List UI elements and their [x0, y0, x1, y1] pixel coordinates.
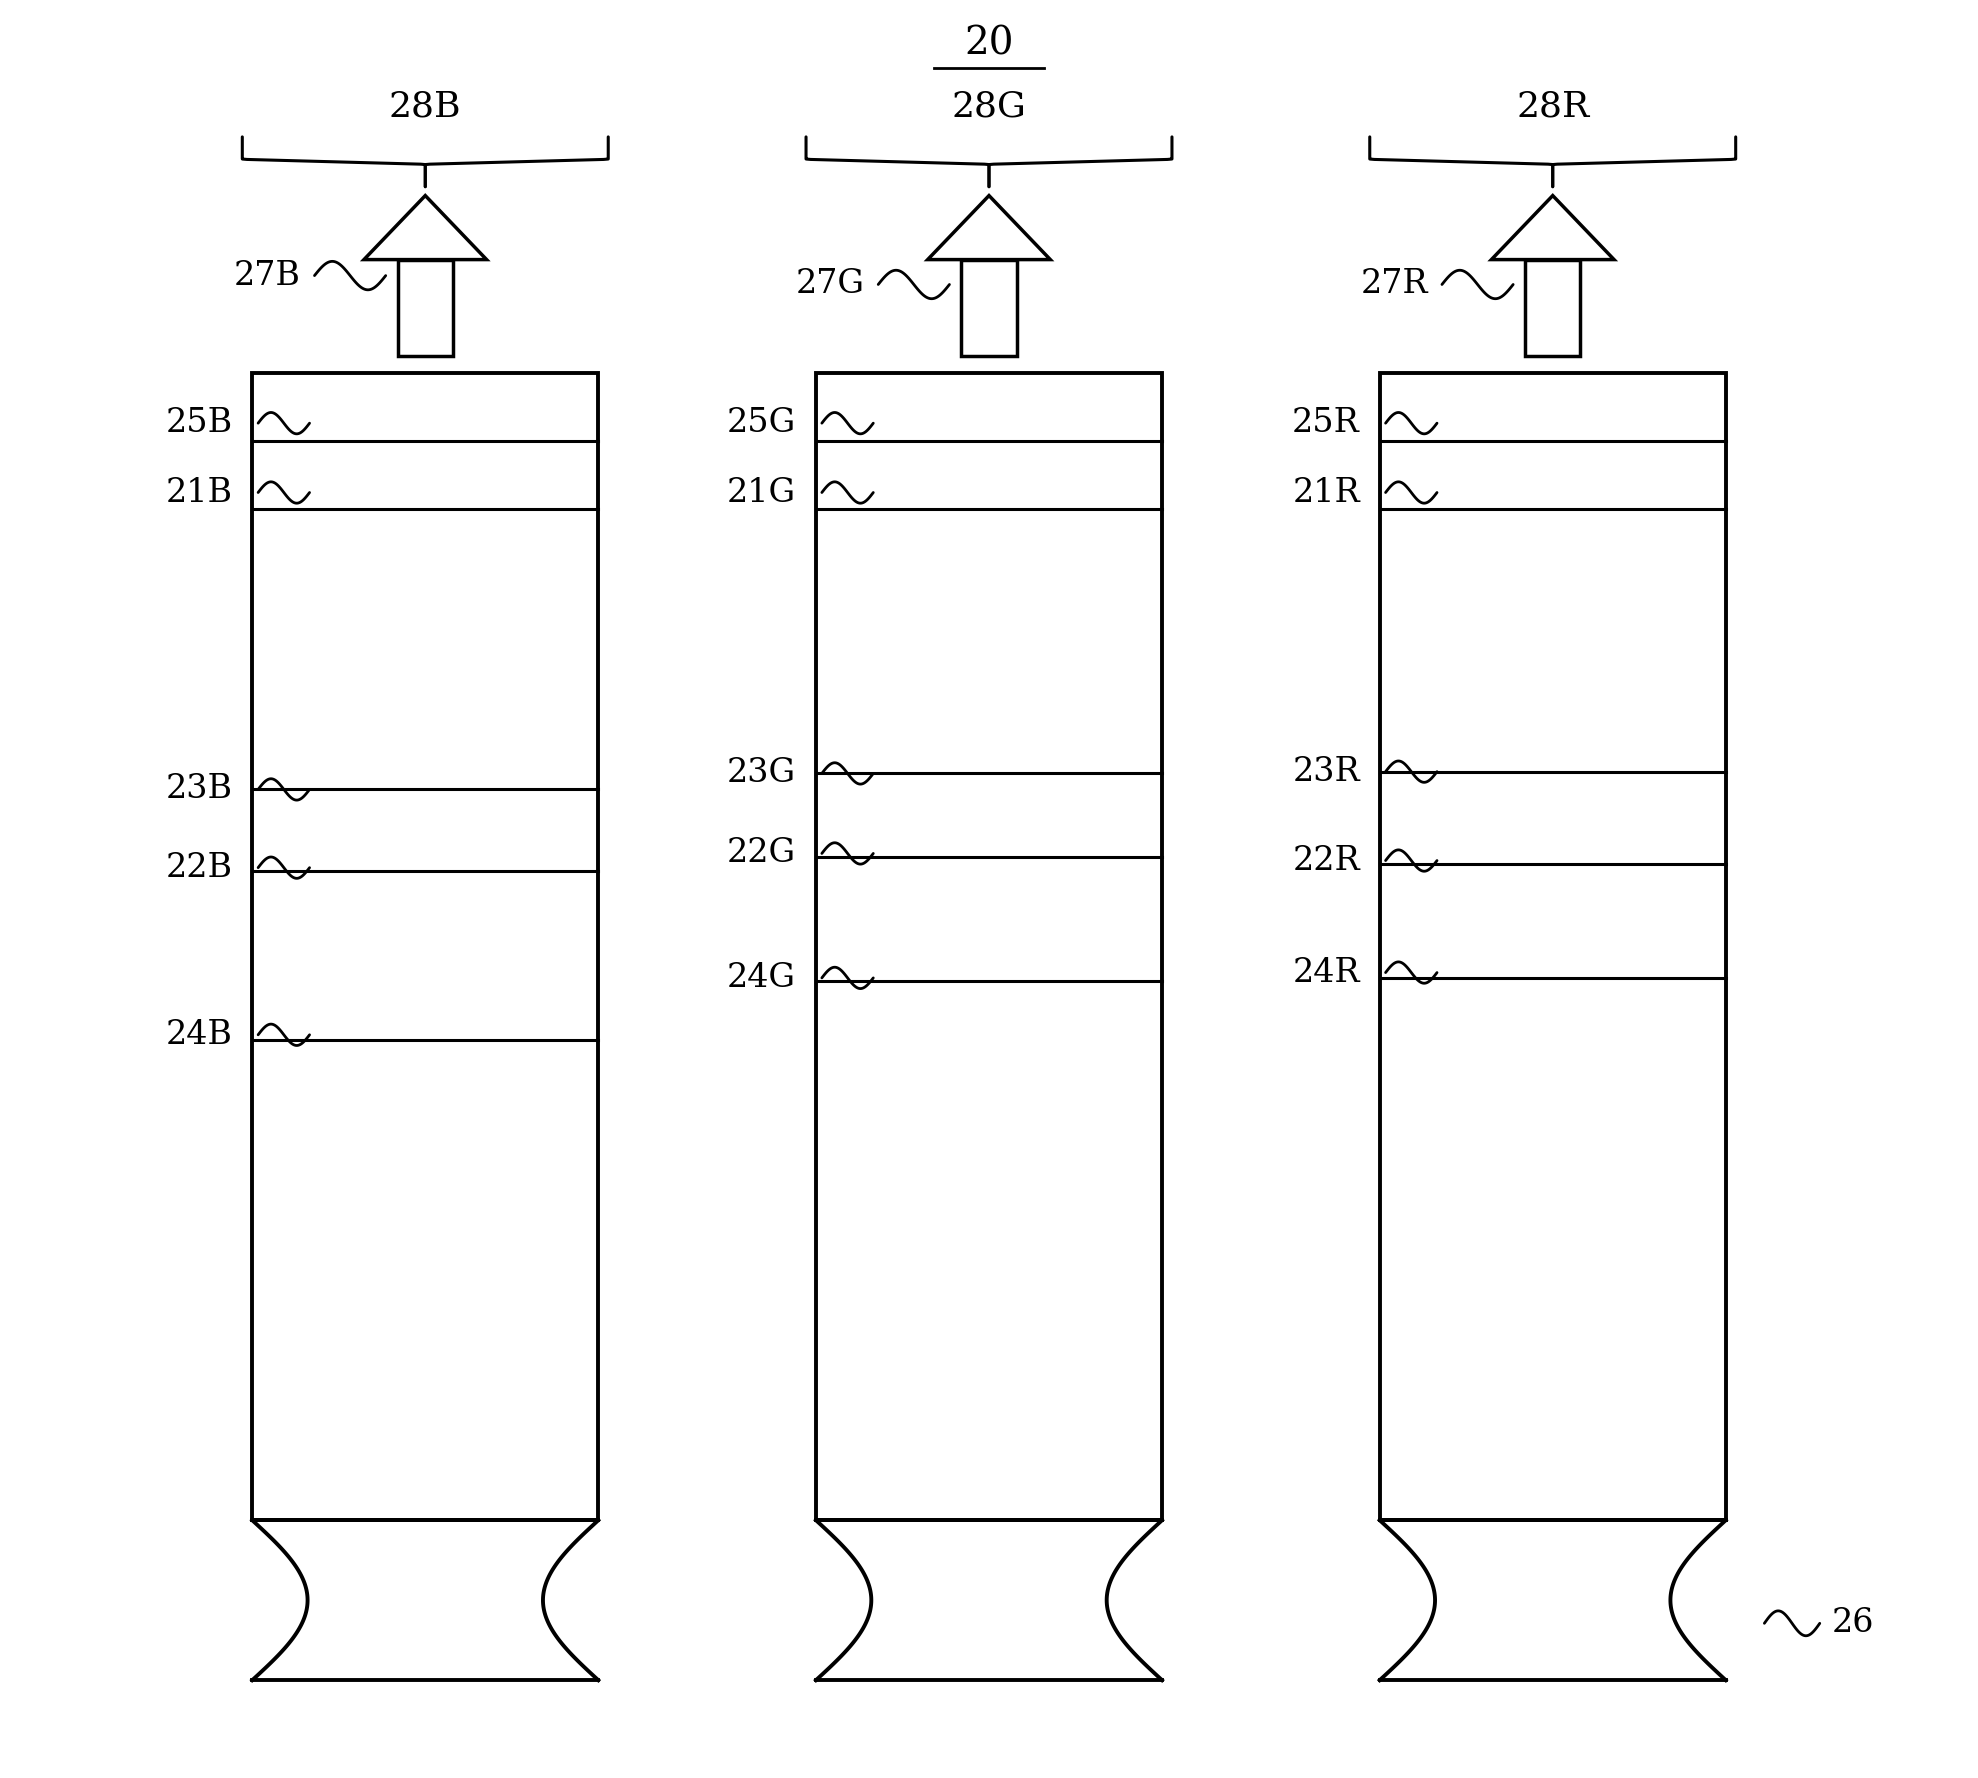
Text: 25G: 25G [726, 407, 795, 439]
Text: 23R: 23R [1292, 756, 1361, 788]
Text: 27B: 27B [233, 260, 301, 292]
Text: 21B: 21B [166, 477, 233, 509]
Text: 24G: 24G [728, 962, 795, 994]
Polygon shape [253, 1520, 599, 1680]
Bar [253, 373, 599, 1520]
Text: 21R: 21R [1292, 477, 1361, 509]
Text: 28R: 28R [1515, 89, 1590, 124]
Polygon shape [1525, 260, 1580, 356]
Text: 26: 26 [1832, 1607, 1873, 1639]
Text: 20: 20 [963, 27, 1015, 62]
Polygon shape [928, 196, 1050, 260]
Text: 21G: 21G [728, 477, 795, 509]
Text: 22B: 22B [166, 852, 233, 884]
Text: 24R: 24R [1292, 957, 1361, 989]
Polygon shape [1491, 196, 1614, 260]
Text: 28G: 28G [951, 89, 1027, 124]
Bar [1381, 373, 1725, 1520]
Text: 27R: 27R [1361, 268, 1428, 300]
Polygon shape [815, 1520, 1163, 1680]
Text: 22R: 22R [1292, 845, 1361, 877]
Polygon shape [364, 196, 487, 260]
Text: 27G: 27G [795, 268, 864, 300]
Text: 28B: 28B [390, 89, 461, 124]
Bar [815, 373, 1161, 1520]
Text: 25B: 25B [166, 407, 233, 439]
Polygon shape [961, 260, 1017, 356]
Text: 25R: 25R [1292, 407, 1361, 439]
Text: 24B: 24B [166, 1019, 233, 1051]
Text: 22G: 22G [728, 837, 795, 869]
Polygon shape [1381, 1520, 1725, 1680]
Polygon shape [398, 260, 453, 356]
Text: 23B: 23B [166, 773, 233, 805]
Text: 23G: 23G [728, 757, 795, 789]
